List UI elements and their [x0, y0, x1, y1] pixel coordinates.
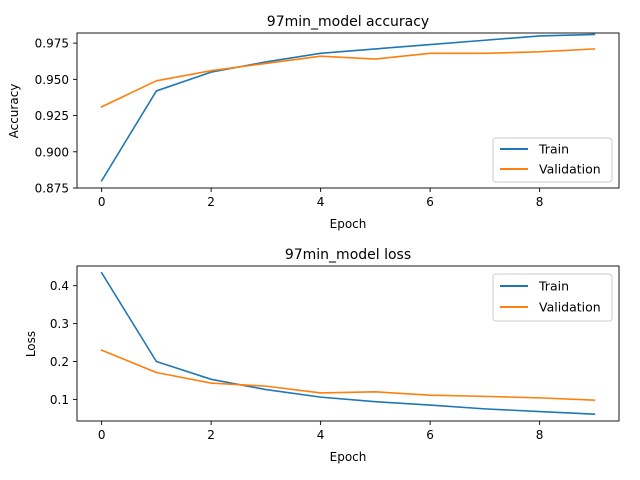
accuracy-legend-train-label: Train	[538, 142, 569, 157]
accuracy-plot-frame	[76, 32, 620, 189]
accuracy-chart-lines	[100, 33, 596, 182]
loss-chart-ylabel: Loss	[24, 331, 38, 357]
accuracy-ytick-label: 0.975	[35, 37, 69, 51]
accuracy-legend: Train Validation	[492, 137, 613, 183]
loss-xtick-label: 6	[426, 428, 434, 442]
loss-plot-frame	[76, 265, 620, 422]
accuracy-xtick-label: 4	[317, 195, 325, 209]
loss-xtick-label: 4	[317, 428, 325, 442]
accuracy-xtick-label: 6	[426, 195, 434, 209]
loss-chart: 97min_model loss 0 2 4 6 8 0.1 0.2 0.3 0.4 Epoch…	[24, 247, 620, 464]
loss-chart-title: 97min_model loss	[285, 247, 411, 263]
accuracy-ytick-label: 0.950	[35, 73, 69, 87]
accuracy-legend-validation-label: Validation	[539, 162, 601, 177]
loss-chart-lines	[100, 271, 596, 416]
loss-xtick-label: 2	[207, 428, 215, 442]
loss-ytick-label: 0.1	[50, 393, 69, 407]
accuracy-ytick-label: 0.925	[35, 109, 69, 123]
accuracy-chart-ticks: 0 2 4 6 8 0.875 0.900 0.925 0.950 0.975	[35, 37, 544, 209]
loss-chart-ticks: 0 2 4 6 8 0.1 0.2 0.3 0.4	[50, 279, 544, 442]
loss-series-validation-line	[100, 349, 596, 401]
accuracy-chart-xlabel: Epoch	[330, 217, 367, 231]
loss-chart-xlabel: Epoch	[330, 450, 367, 464]
accuracy-ytick-label: 0.900	[35, 145, 69, 159]
accuracy-chart-title: 97min_model accuracy	[267, 14, 429, 30]
accuracy-xtick-label: 0	[98, 195, 106, 209]
loss-series-train-line	[100, 271, 596, 416]
loss-xtick-label: 0	[98, 428, 106, 442]
loss-ytick-label: 0.4	[50, 279, 69, 293]
accuracy-ytick-label: 0.875	[35, 182, 69, 196]
accuracy-series-train-line	[100, 33, 596, 182]
loss-legend-train-label: Train	[538, 279, 569, 294]
accuracy-chart: 97min_model accuracy 0 2 4 6 8 0.875 0.900 0.92…	[7, 14, 620, 231]
loss-legend: Train Validation	[492, 273, 613, 322]
accuracy-xtick-label: 2	[207, 195, 215, 209]
accuracy-chart-ylabel: Accuracy	[7, 84, 21, 139]
loss-xtick-label: 8	[536, 428, 544, 442]
accuracy-xtick-label: 8	[536, 195, 544, 209]
loss-ytick-label: 0.2	[50, 355, 69, 369]
accuracy-series-validation-line	[100, 48, 596, 108]
loss-ytick-label: 0.3	[50, 317, 69, 331]
loss-legend-validation-label: Validation	[539, 300, 601, 315]
